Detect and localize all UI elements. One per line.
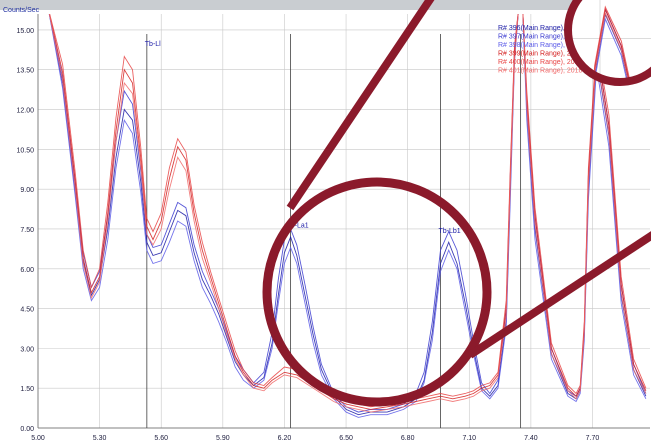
x-tick-label: 5.60: [154, 435, 168, 442]
y-tick-label: 4.50: [20, 307, 34, 314]
y-tick-label: 9.00: [20, 187, 34, 194]
axis-ticks: 0.00 1.50 3.00 4.50 6.00 7.50 9.00 10.50 12.00 13…: [16, 28, 599, 442]
legend-entry: R# 399(Main Range), 2018-03-09 15:09: [498, 51, 622, 58]
x-tick-label: 7.10: [462, 435, 476, 442]
x-tick-label: 6.20: [278, 435, 292, 442]
x-tick-label: 5.90: [216, 435, 230, 442]
legend-entry: R# 400(Main Range), 2018-03-09 15:09: [498, 59, 622, 66]
highlight-circle: [262, 177, 492, 407]
x-tick-label: 7.70: [586, 435, 600, 442]
peak-label: Tb-Lb1: [438, 228, 460, 235]
peak-labels: Tb-Ll Tb-La1 Tb-Lb1: [145, 41, 461, 235]
zoom-circle: [564, 0, 651, 86]
x-tick-label: 6.50: [339, 435, 353, 442]
series-line: [48, 14, 647, 413]
y-tick-label: 0.00: [20, 426, 34, 433]
zoom-inset-background: [568, 0, 651, 82]
peak-label: Tb-La1: [286, 223, 308, 230]
x-tick-label: 5.00: [31, 435, 45, 442]
y-tick-label: 1.50: [20, 386, 34, 393]
legend-entry: R# 397(Main Range), 2018-03-09 15:09: [498, 34, 622, 41]
y-tick-label: 13.50: [16, 68, 34, 75]
y-tick-label: 12.00: [16, 108, 34, 115]
zoom-inset: [568, 0, 651, 82]
legend-entry: R# 401(Main Range), 2018-03-09 15:09: [498, 68, 622, 75]
y-tick-label: 6.00: [20, 267, 34, 274]
y-tick-label: 10.50: [16, 147, 34, 154]
x-tick-label: 7.40: [524, 435, 538, 442]
y-axis-label: Counts/Sec: [3, 7, 40, 14]
y-tick-label: 15.00: [16, 28, 34, 35]
peak-label: Tb-Ll: [145, 41, 161, 48]
y-tick-label: 7.50: [20, 227, 34, 234]
x-tick-label: 5.30: [93, 435, 107, 442]
legend: R# 396(Main Range), 2018-03-09 15:09 R# 3…: [498, 25, 622, 75]
callout-line-upper: [286, 0, 435, 211]
x-tick-label: 6.80: [401, 435, 415, 442]
legend-entry: R# 396(Main Range), 2018-03-09 15:09: [498, 25, 622, 32]
series-line: [49, 14, 647, 410]
y-tick-label: 3.00: [20, 346, 34, 353]
legend-entry: R# 398(Main Range), 2018-03-09 15:09: [498, 42, 622, 49]
callout-line-lower: [467, 231, 651, 359]
highlight-overlay: [262, 0, 651, 407]
zoom-inset-content: [568, 0, 651, 82]
